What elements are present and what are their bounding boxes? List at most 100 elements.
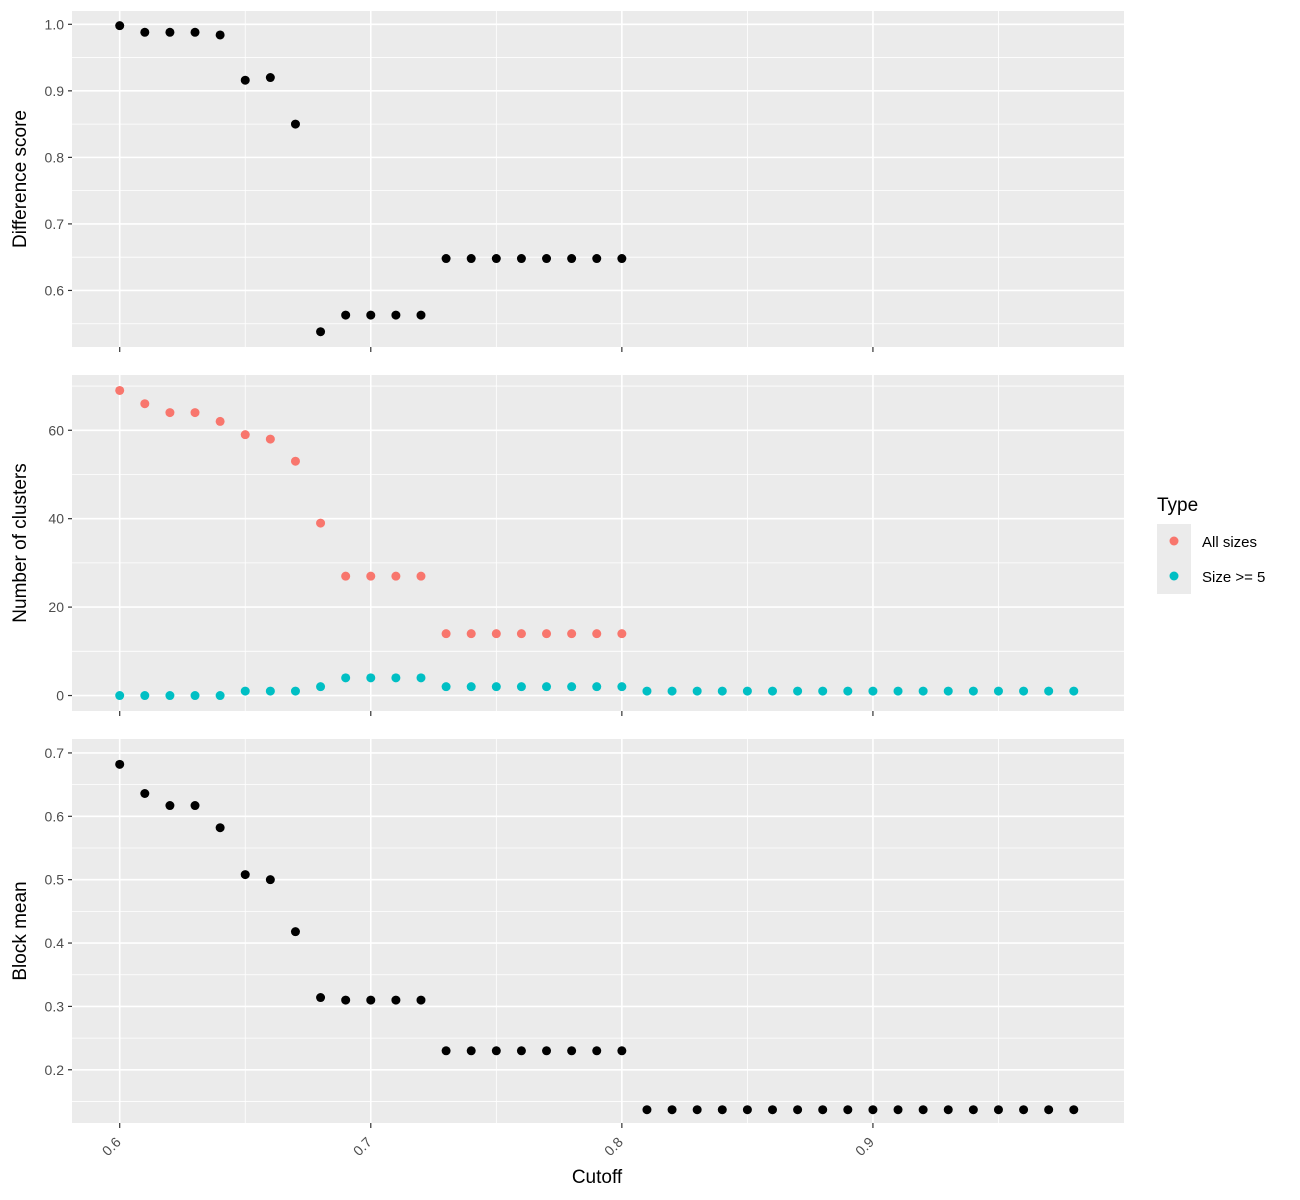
series-size-5: [115, 673, 1079, 701]
data-point: [416, 571, 426, 581]
y-tick-label: 0.9: [45, 83, 65, 99]
data-point: [466, 682, 476, 692]
data-point: [516, 682, 526, 692]
data-point: [692, 686, 702, 696]
data-point: [868, 686, 878, 696]
y-axis-title-number-of-clusters: Number of clusters: [10, 463, 31, 622]
data-point: [190, 408, 200, 418]
data-point: [617, 254, 627, 264]
data-point: [265, 875, 275, 885]
data-point: [1044, 1105, 1054, 1115]
data-point: [843, 686, 853, 696]
data-point: [843, 1105, 853, 1115]
x-axis-title: Cutoff: [572, 1167, 623, 1188]
data-point: [391, 571, 401, 581]
data-point: [542, 629, 552, 639]
data-point: [793, 686, 803, 696]
data-point: [416, 673, 426, 683]
data-point: [968, 1105, 978, 1115]
data-point: [542, 682, 552, 692]
legend-key-all-sizes: [1169, 536, 1179, 546]
data-point: [793, 1105, 803, 1115]
y-tick-label: 0.7: [45, 745, 65, 761]
panel-background-difference-score: [72, 11, 1124, 347]
data-point: [567, 254, 577, 264]
data-point: [190, 27, 200, 37]
data-point: [466, 629, 476, 639]
data-point: [341, 310, 351, 320]
data-point: [215, 823, 225, 833]
legend-label-size-5: Size >= 5: [1202, 569, 1265, 586]
y-tick-label: 0.2: [45, 1062, 65, 1078]
data-point: [140, 691, 150, 701]
data-point: [316, 327, 326, 337]
data-point: [1019, 686, 1029, 696]
data-point: [140, 788, 150, 798]
data-point: [918, 1105, 928, 1115]
series-difference-score: [115, 21, 627, 337]
data-point: [466, 1046, 476, 1056]
data-point: [115, 21, 125, 31]
data-point: [391, 673, 401, 683]
data-point: [466, 254, 476, 264]
data-point: [717, 1105, 727, 1115]
data-point: [366, 310, 376, 320]
data-point: [592, 629, 602, 639]
data-point: [240, 686, 250, 696]
data-point: [441, 254, 451, 264]
data-point: [190, 801, 200, 811]
data-point: [1069, 686, 1079, 696]
data-point: [918, 686, 928, 696]
data-point: [391, 995, 401, 1005]
data-point: [516, 254, 526, 264]
data-point: [416, 995, 426, 1005]
y-tick-label: 0.3: [45, 998, 65, 1014]
y-tick-label: 0.6: [45, 282, 65, 298]
data-point: [943, 686, 953, 696]
data-point: [742, 686, 752, 696]
data-point: [767, 1105, 777, 1115]
y-tick-label: 0: [56, 688, 64, 704]
data-point: [818, 1105, 828, 1115]
data-point: [642, 686, 652, 696]
data-point: [993, 686, 1003, 696]
data-point: [542, 254, 552, 264]
data-point: [567, 682, 577, 692]
data-point: [341, 571, 351, 581]
data-point: [1069, 1105, 1079, 1115]
data-point: [316, 993, 326, 1003]
y-tick-label: 0.7: [45, 216, 65, 232]
data-point: [140, 27, 150, 37]
data-point: [516, 629, 526, 639]
data-point: [240, 430, 250, 440]
data-point: [366, 571, 376, 581]
legend-title: Type: [1157, 495, 1198, 516]
data-point: [290, 119, 300, 129]
data-point: [592, 254, 602, 264]
data-point: [441, 682, 451, 692]
data-point: [416, 310, 426, 320]
legend-keys-background: [1157, 524, 1191, 594]
series-all-sizes: [115, 385, 627, 639]
panel-difference-score: 0.6 0.7 0.8 0.9 1.0 Difference score: [10, 11, 1124, 352]
y-tick-label: 0.8: [45, 149, 65, 165]
data-point: [592, 1046, 602, 1056]
data-point: [265, 434, 275, 444]
data-point: [115, 759, 125, 769]
data-point: [617, 1046, 627, 1056]
data-point: [215, 416, 225, 426]
data-point: [316, 682, 326, 692]
panel-background-number-of-clusters: [72, 375, 1124, 711]
data-point: [215, 30, 225, 40]
data-point: [115, 385, 125, 395]
panel-block-mean: 0.2 0.3 0.4 0.5 0.6 0.7 Block mean: [10, 739, 1124, 1128]
y-tick-label: 1.0: [45, 16, 65, 32]
data-point: [742, 1105, 752, 1115]
data-point: [290, 927, 300, 937]
data-point: [818, 686, 828, 696]
data-point: [391, 310, 401, 320]
y-axis-title-difference-score: Difference score: [10, 110, 31, 248]
series-block-mean: [115, 759, 1079, 1115]
data-point: [316, 518, 326, 528]
data-point: [717, 686, 727, 696]
